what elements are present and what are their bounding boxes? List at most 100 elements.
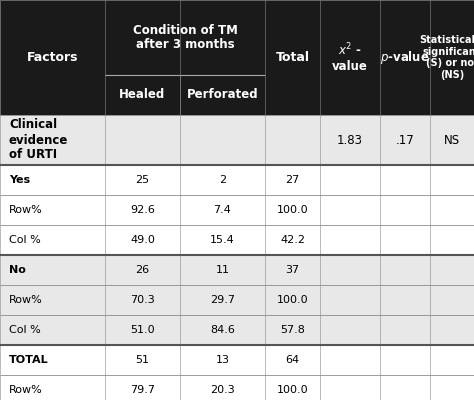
Text: 79.7: 79.7 [130,385,155,395]
Bar [180,195,265,225]
Text: TOTAL: TOTAL [9,355,49,365]
Bar [430,315,474,345]
Bar [0,165,105,195]
Text: 26: 26 [136,265,150,275]
Bar [320,115,380,165]
Bar [105,315,180,345]
Text: Healed: Healed [119,88,165,102]
Bar [430,345,474,375]
Bar [380,255,430,285]
Bar [430,225,474,255]
Bar [180,345,265,375]
Bar [180,165,265,195]
Bar [0,0,474,115]
Bar [430,115,474,165]
Bar [0,345,105,375]
Bar [0,255,105,285]
Text: 15.4: 15.4 [210,235,235,245]
Bar [180,285,265,315]
Text: 84.6: 84.6 [210,325,235,335]
Bar [380,225,430,255]
Bar [0,225,105,255]
Bar [320,315,380,345]
Text: 42.2: 42.2 [280,235,305,245]
Text: 57.8: 57.8 [280,325,305,335]
Bar [320,165,380,195]
Bar [0,315,105,345]
Text: Perforated: Perforated [187,88,258,102]
Bar [265,195,320,225]
Bar [0,375,105,400]
Bar [105,375,180,400]
Bar [320,375,380,400]
Bar [0,195,105,225]
Bar [430,255,474,285]
Bar [180,315,265,345]
Bar [105,115,180,165]
Text: Total: Total [275,51,310,64]
Bar [105,255,180,285]
Bar [0,115,105,165]
Bar [320,225,380,255]
Text: 11: 11 [216,265,229,275]
Text: 100.0: 100.0 [277,205,308,215]
Bar [0,285,105,315]
Bar [320,345,380,375]
Text: 1.83: 1.83 [337,134,363,146]
Text: .17: .17 [396,134,414,146]
Text: Row%: Row% [9,205,43,215]
Bar [265,115,320,165]
Text: No: No [9,265,26,275]
Text: 29.7: 29.7 [210,295,235,305]
Text: 51.0: 51.0 [130,325,155,335]
Text: Condition of TM
after 3 months: Condition of TM after 3 months [133,24,237,52]
Text: 49.0: 49.0 [130,235,155,245]
Text: Clinical
evidence
of URTI: Clinical evidence of URTI [9,118,68,162]
Text: Row%: Row% [9,295,43,305]
Bar [265,165,320,195]
Bar [105,165,180,195]
Text: Col %: Col % [9,325,41,335]
Bar [380,315,430,345]
Bar [180,115,265,165]
Text: Factors: Factors [27,51,78,64]
Bar [380,195,430,225]
Text: 27: 27 [285,175,300,185]
Text: 64: 64 [285,355,300,365]
Text: 100.0: 100.0 [277,295,308,305]
Bar [265,345,320,375]
Bar [180,375,265,400]
Bar [430,165,474,195]
Text: Col %: Col % [9,235,41,245]
Text: 13: 13 [216,355,229,365]
Bar [265,315,320,345]
Bar [265,255,320,285]
Bar [320,255,380,285]
Text: Row%: Row% [9,385,43,395]
Bar [430,285,474,315]
Text: 2: 2 [219,175,226,185]
Text: $x^2$ -
value: $x^2$ - value [332,42,368,73]
Bar [105,285,180,315]
Text: 51: 51 [136,355,149,365]
Bar [265,375,320,400]
Text: Statistically
significant
(S) or not
(NS): Statistically significant (S) or not (NS… [419,35,474,80]
Text: $p$-value: $p$-value [380,49,430,66]
Bar [180,225,265,255]
Text: 70.3: 70.3 [130,295,155,305]
Text: 25: 25 [136,175,150,185]
Text: 100.0: 100.0 [277,385,308,395]
Text: Yes: Yes [9,175,30,185]
Text: 20.3: 20.3 [210,385,235,395]
Bar [320,195,380,225]
Bar [380,285,430,315]
Bar [380,165,430,195]
Bar [180,255,265,285]
Text: NS: NS [444,134,460,146]
Bar [380,375,430,400]
Bar [380,115,430,165]
Text: 92.6: 92.6 [130,205,155,215]
Bar [430,195,474,225]
Bar [105,195,180,225]
Bar [430,375,474,400]
